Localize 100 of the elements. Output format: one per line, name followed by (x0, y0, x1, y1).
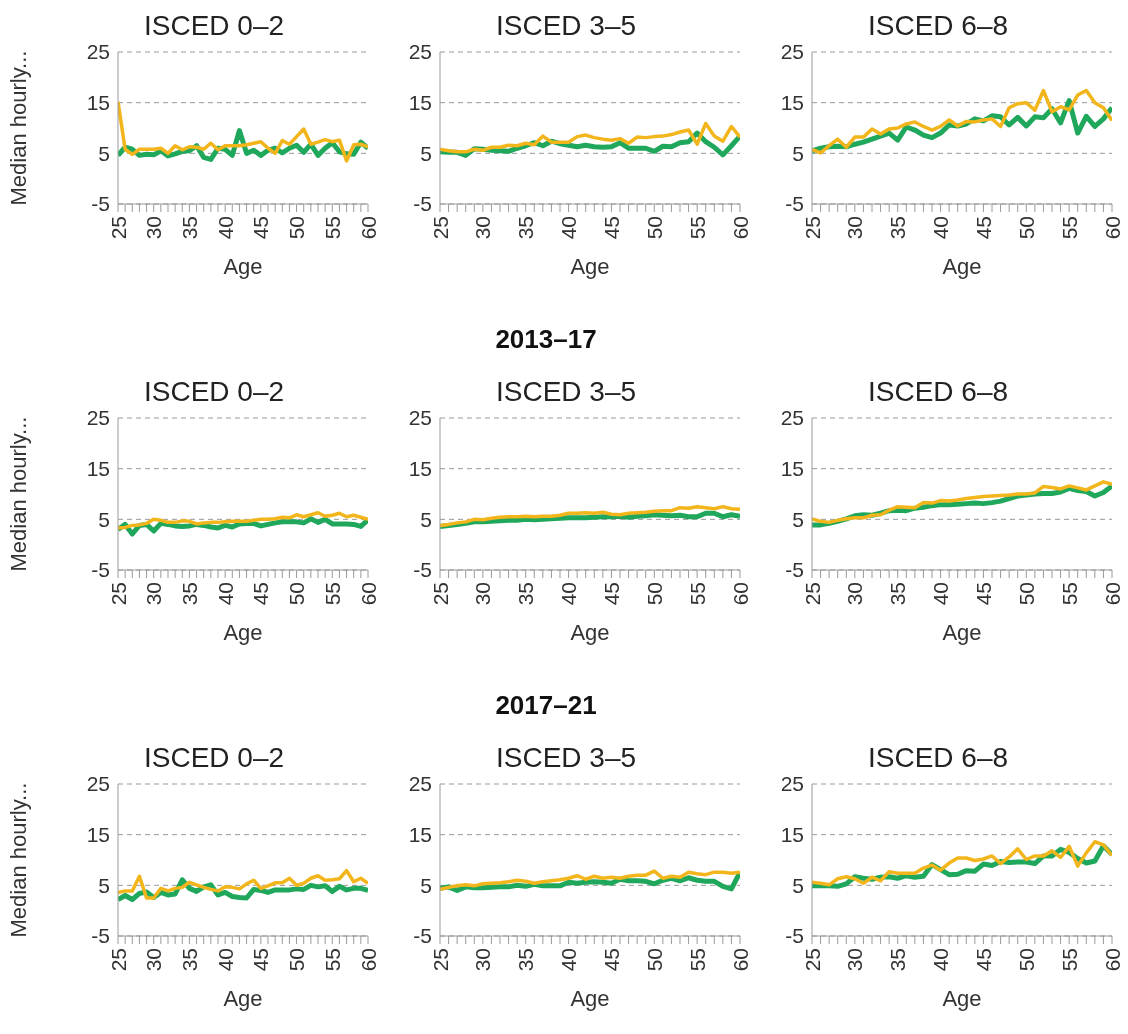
x-tick-label: 45 (249, 948, 273, 972)
chart-title: ISCED 6–8 (867, 742, 1009, 773)
x-tick-label: 50 (642, 582, 666, 606)
y-tick-label: -5 (91, 192, 110, 216)
x-axis-title: Age (570, 620, 610, 645)
x-tick-label: 50 (642, 216, 666, 240)
x-tick-label: 30 (843, 948, 867, 972)
x-tick-label: 55 (1057, 582, 1081, 606)
x-tick-label: 35 (177, 216, 201, 240)
line-series (118, 868, 368, 900)
y-tick-label: -5 (91, 558, 110, 582)
x-tick-label: 60 (728, 582, 752, 606)
x-tick-label: 55 (320, 582, 344, 606)
x-tick-label: 40 (213, 582, 237, 606)
x-tick-label: 55 (1057, 216, 1081, 240)
x-tick-label: 55 (685, 216, 709, 240)
x-tick-label: 50 (285, 216, 309, 240)
line-series (440, 121, 740, 154)
x-tick-label: 30 (142, 582, 166, 606)
y-tick-label: 5 (420, 507, 432, 531)
x-axis-title: Age (223, 986, 263, 1011)
y-tick-label: 5 (792, 507, 804, 531)
y-axis-title: Median hourly... (5, 782, 31, 938)
y-axis-title: Median hourly... (5, 50, 31, 206)
x-tick-label: 60 (356, 216, 380, 240)
x-axis-title: Age (570, 254, 610, 279)
chart-title: ISCED 3–5 (495, 376, 637, 407)
x-tick-label: 60 (1100, 582, 1124, 606)
x-axis-title: Age (223, 254, 263, 279)
x-axis-title: Age (942, 620, 982, 645)
x-tick-label: 40 (213, 216, 237, 240)
y-tick-label: -5 (785, 924, 804, 948)
x-tick-label: 45 (249, 216, 273, 240)
chart-title: ISCED 0–2 (143, 10, 285, 41)
x-tick-label: 60 (728, 216, 752, 240)
y-tick-label: 15 (86, 823, 110, 847)
y-tick-label: 5 (792, 873, 804, 897)
chart-title: ISCED 0–2 (143, 376, 285, 407)
x-tick-label: 55 (685, 582, 709, 606)
x-tick-label: 45 (599, 216, 623, 240)
y-tick-label: 15 (86, 91, 110, 115)
x-tick-label: 50 (285, 948, 309, 972)
x-tick-label: 55 (685, 948, 709, 972)
x-tick-label: 30 (471, 948, 495, 972)
x-tick-label: 40 (557, 582, 581, 606)
x-axis-title: Age (942, 986, 982, 1011)
chart-subtitle: 2017–21 (494, 689, 598, 722)
x-tick-label: 45 (971, 216, 995, 240)
y-tick-label: -5 (91, 924, 110, 948)
x-axis-title: Age (570, 986, 610, 1011)
x-tick-label: 50 (1014, 216, 1038, 240)
line-series (118, 99, 368, 163)
x-tick-label: 60 (728, 948, 752, 972)
chart-subtitle: 2013–17 (494, 323, 598, 356)
line-series (812, 88, 1112, 155)
x-tick-label: 30 (471, 582, 495, 606)
x-axis-title: Age (942, 254, 982, 279)
y-tick-label: -5 (785, 558, 804, 582)
line-series (440, 504, 740, 528)
chart-title: ISCED 6–8 (867, 376, 1009, 407)
x-tick-label: 35 (886, 216, 910, 240)
x-tick-label: 35 (514, 216, 538, 240)
x-tick-label: 40 (929, 582, 953, 606)
y-tick-label: 25 (86, 772, 110, 796)
y-tick-label: 25 (86, 40, 110, 64)
x-tick-label: 50 (1014, 948, 1038, 972)
y-tick-label: 5 (792, 141, 804, 165)
x-tick-label: 35 (886, 582, 910, 606)
y-tick-label: 25 (780, 40, 804, 64)
x-tick-label: 35 (886, 948, 910, 972)
x-tick-label: 30 (142, 216, 166, 240)
x-tick-label: 45 (599, 582, 623, 606)
x-tick-label: 50 (1014, 582, 1038, 606)
x-tick-label: 55 (320, 948, 344, 972)
x-tick-label: 45 (971, 582, 995, 606)
y-tick-label: 15 (86, 457, 110, 481)
y-tick-label: 15 (780, 823, 804, 847)
chart-title: ISCED 6–8 (867, 10, 1009, 41)
x-tick-label: 60 (1100, 948, 1124, 972)
x-tick-label: 40 (557, 216, 581, 240)
x-tick-label: 60 (356, 948, 380, 972)
chart-title: ISCED 0–2 (143, 742, 285, 773)
y-tick-label: 25 (408, 40, 432, 64)
y-axis-title: Median hourly... (5, 416, 31, 572)
y-tick-label: -5 (413, 192, 432, 216)
y-tick-label: 5 (98, 873, 110, 897)
y-tick-label: 25 (408, 772, 432, 796)
x-tick-label: 30 (843, 216, 867, 240)
x-tick-label: 45 (971, 948, 995, 972)
y-tick-label: 25 (408, 406, 432, 430)
x-tick-label: 50 (642, 948, 666, 972)
y-tick-label: 15 (408, 823, 432, 847)
x-tick-label: 45 (599, 948, 623, 972)
x-tick-label: 30 (843, 582, 867, 606)
y-tick-label: 25 (780, 406, 804, 430)
x-tick-label: 35 (514, 948, 538, 972)
y-tick-label: 15 (780, 91, 804, 115)
y-tick-label: 15 (780, 457, 804, 481)
y-tick-label: 15 (408, 457, 432, 481)
chart-title: ISCED 3–5 (495, 742, 637, 773)
